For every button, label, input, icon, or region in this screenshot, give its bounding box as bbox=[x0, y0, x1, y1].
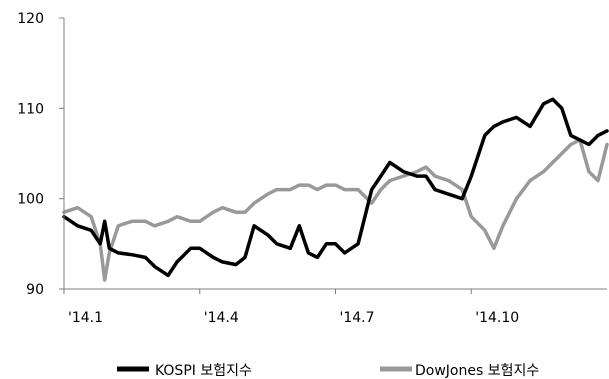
x-tick-label: '14.10 bbox=[475, 310, 519, 326]
y-tick-label: 120 bbox=[17, 11, 44, 27]
y-tick-label: 90 bbox=[26, 282, 44, 298]
series-line-1 bbox=[62, 97, 609, 278]
x-tick-label: '14.7 bbox=[340, 310, 375, 326]
legend-label: DowJones 보험지수 bbox=[415, 363, 539, 379]
x-axis-ticks: '14.1 '14.4 '14.7 '14.10 bbox=[63, 289, 519, 326]
x-tick-label: '14.4 bbox=[204, 310, 239, 326]
y-tick-label: 110 bbox=[17, 101, 44, 117]
legend: KOSPI 보험지수 DowJones 보험지수 bbox=[117, 363, 539, 379]
y-tick-label: 100 bbox=[17, 192, 44, 208]
series-line-2 bbox=[62, 138, 609, 282]
legend-label: KOSPI 보험지수 bbox=[155, 363, 252, 379]
series-lines bbox=[62, 97, 609, 282]
x-tick-label: '14.1 bbox=[68, 310, 103, 326]
y-axis-ticks: 90 100 110 120 bbox=[17, 11, 64, 298]
